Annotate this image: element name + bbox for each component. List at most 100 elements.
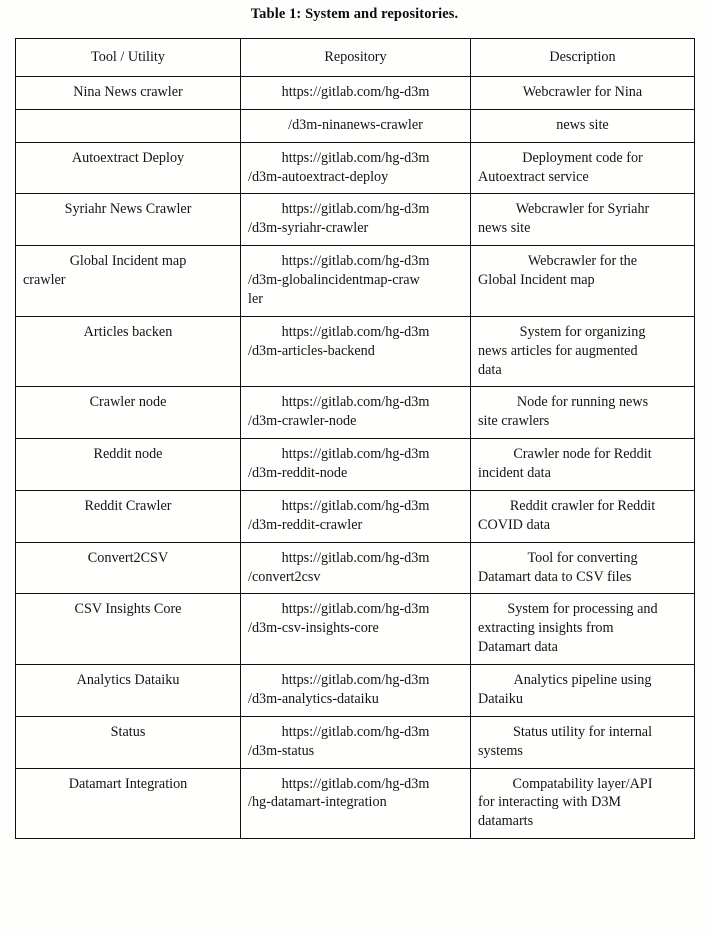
cell-description: Webcrawler for the Global Incident map [470, 245, 695, 317]
cell-line: COVID data [478, 516, 551, 533]
cell-line: https://gitlab.com/hg-d3m [281, 723, 430, 740]
cell-line: Articles backen [83, 323, 173, 340]
cell-line: /d3m-crawler-node [248, 413, 357, 430]
cell-description: Webcrawler for Syriahr news site [470, 193, 695, 247]
cell-line: Compatability layer/API [512, 775, 653, 792]
cell-line: Reddit crawler for Reddit [509, 497, 656, 514]
cell-line: Analytics pipeline using [513, 672, 652, 688]
cell-line: Deployment code for [522, 149, 643, 166]
cell-line: Reddit node [93, 446, 163, 463]
cell-line: systems [478, 742, 523, 759]
cell-description: Reddit crawler for Reddit COVID data [470, 489, 695, 543]
table-row: Analytics Dataiku https://gitlab.com/hg-d… [15, 664, 695, 717]
cell-line: Crawler node for Reddit [513, 446, 652, 463]
cell-tool-utility: Global Incident map crawler [15, 245, 241, 317]
cell-line: Webcrawler for Syriahr [515, 201, 650, 218]
cell-repository: https://gitlab.com/hg-d3m/convert2csv [240, 541, 471, 595]
cell-description: Analytics pipeline using Dataiku [470, 664, 695, 717]
cell-line: Webcrawler for Nina [522, 83, 643, 100]
cell-line: System for processing and [507, 601, 658, 618]
table-row: Status https://gitlab.com/hg-d3m/d3m-stat… [15, 715, 695, 769]
cell-tool-utility: Crawler node [15, 386, 241, 440]
cell-repository: https://gitlab.com/hg-d3m/d3m-csv-insigh… [240, 593, 471, 665]
cell-repository: https://gitlab.com/hg-d3m/d3m-reddit-cra… [240, 489, 471, 543]
table-row: Reddit node https://gitlab.com/hg-d3m/d3m… [15, 438, 695, 491]
cell-line: /d3m-csv-insights-core [248, 620, 379, 637]
cell-line: Syriahr News Crawler [64, 201, 192, 218]
cell-line: /hg-datamart-integration [248, 794, 387, 811]
cell-line: Global Incident map [478, 272, 595, 288]
table-row: Articles backen https://gitlab.com/hg-d3m… [15, 315, 695, 388]
cell-tool-utility: Nina News crawler [15, 75, 241, 110]
cell-line: System for organizing [519, 323, 646, 340]
cell-line: Dataiku [478, 690, 523, 707]
cell-tool-utility [15, 108, 241, 143]
column-header-1: Tool / Utility [15, 38, 241, 77]
table-row: Global Incident map crawler https://gitlab… [15, 245, 695, 317]
cell-line: /d3m-syriahr-crawler [248, 220, 369, 237]
table-body: Tool / Utility Repository Description Nina … [15, 38, 695, 840]
cell-description: Tool for converting Datamart data to CSV … [470, 541, 695, 595]
cell-description: news site [470, 108, 695, 143]
cell-line: Autoextract service [478, 168, 589, 185]
cell-line: /d3m-globalincidentmap-craw [248, 272, 420, 288]
cell-line: Node for running news [516, 394, 649, 411]
cell-line: Webcrawler for the [527, 253, 638, 270]
cell-repository: https://gitlab.com/hg-d3m/d3m-crawler-no… [240, 386, 471, 440]
cell-line: /d3m-articles-backend [248, 342, 375, 359]
cell-line: /d3m-status [248, 742, 315, 759]
cell-line: https://gitlab.com/hg-d3m [281, 549, 430, 566]
cell-tool-utility: Autoextract Deploy [15, 141, 241, 195]
table-row: Reddit Crawler https://gitlab.com/hg-d3m /… [15, 489, 695, 543]
table-row: Autoextract Deploy https://gitlab.com/hg-… [15, 141, 695, 195]
cell-repository: https://gitlab.com/hg-d3m/d3m-articles-b… [240, 315, 471, 388]
cell-line: site crawlers [478, 413, 550, 430]
cell-line: /d3m-reddit-node [248, 465, 348, 481]
cell-line: incident data [478, 465, 551, 481]
cell-tool-utility: CSV Insights Core [15, 593, 241, 665]
cell-line: Analytics Dataiku [76, 672, 180, 688]
cell-tool-utility: Reddit Crawler [15, 489, 241, 543]
cell-tool-utility: Analytics Dataiku [15, 664, 241, 717]
cell-line: Datamart data to CSV files [478, 568, 632, 585]
cell-tool-utility: Convert2CSV [15, 541, 241, 595]
cell-repository: https://gitlab.com/hg-d3m/d3m-analytics-… [240, 664, 471, 717]
cell-description: Status utility for internal systems [470, 715, 695, 769]
cell-description: System for processing and extracting insi… [470, 593, 695, 665]
cell-description: Node for running news site crawlers [470, 386, 695, 440]
cell-line: https://gitlab.com/hg-d3m [281, 394, 430, 411]
cell-line: datamarts [478, 813, 534, 830]
cell-repository: https://gitlab.com/hg-d3m/d3m-globalinci… [240, 245, 471, 317]
cell-repository: https://gitlab.com/hg-d3m/d3m-status [240, 715, 471, 769]
cell-repository: https://gitlab.com/hg-d3m/d3m-autoextrac… [240, 141, 471, 195]
table-header-row: Tool / Utility Repository Description [15, 38, 695, 77]
cell-tool-utility: Articles backen [15, 315, 241, 388]
cell-line: https://gitlab.com/hg-d3m [281, 253, 430, 270]
cell-line: https://gitlab.com/hg-d3m [281, 201, 430, 218]
cell-line: crawler [23, 272, 66, 288]
cell-repository: /d3m-ninanews-crawler [240, 108, 471, 143]
table-row: Crawler node https://gitlab.com/hg-d3m/d3… [15, 386, 695, 440]
table-row: /d3m-ninanews-crawler news site [15, 108, 695, 143]
cell-line: https://gitlab.com/hg-d3m [281, 83, 430, 100]
cell-description: System for organizing news articles for a… [470, 315, 695, 388]
cell-line: /d3m-ninanews-crawler [288, 116, 423, 133]
cell-line: /d3m-reddit-crawler [248, 516, 363, 533]
cell-description: Crawler node for Reddit incident data [470, 438, 695, 491]
cell-line: extracting insights from [478, 620, 614, 637]
cell-line: https://gitlab.com/hg-d3m [281, 775, 430, 792]
cell-repository: https://gitlab.com/hg-d3m [240, 75, 471, 110]
cell-line: Global Incident map [69, 253, 187, 270]
cell-line: /d3m-analytics-dataiku [248, 690, 379, 707]
cell-line: https://gitlab.com/hg-d3m [281, 601, 430, 618]
cell-line: data [478, 361, 502, 378]
cell-line: news articles for augmented [478, 342, 638, 359]
cell-line: ler [248, 290, 263, 307]
cell-line: Nina News crawler [73, 83, 183, 100]
cell-line: https://gitlab.com/hg-d3m [281, 323, 430, 340]
cell-line: Tool for converting [527, 549, 638, 566]
table-row: Datamart Integration https://gitlab.com/h… [15, 767, 695, 840]
cell-tool-utility: Datamart Integration [15, 767, 241, 840]
table-row: Syriahr News Crawler https://gitlab.com/h… [15, 193, 695, 247]
